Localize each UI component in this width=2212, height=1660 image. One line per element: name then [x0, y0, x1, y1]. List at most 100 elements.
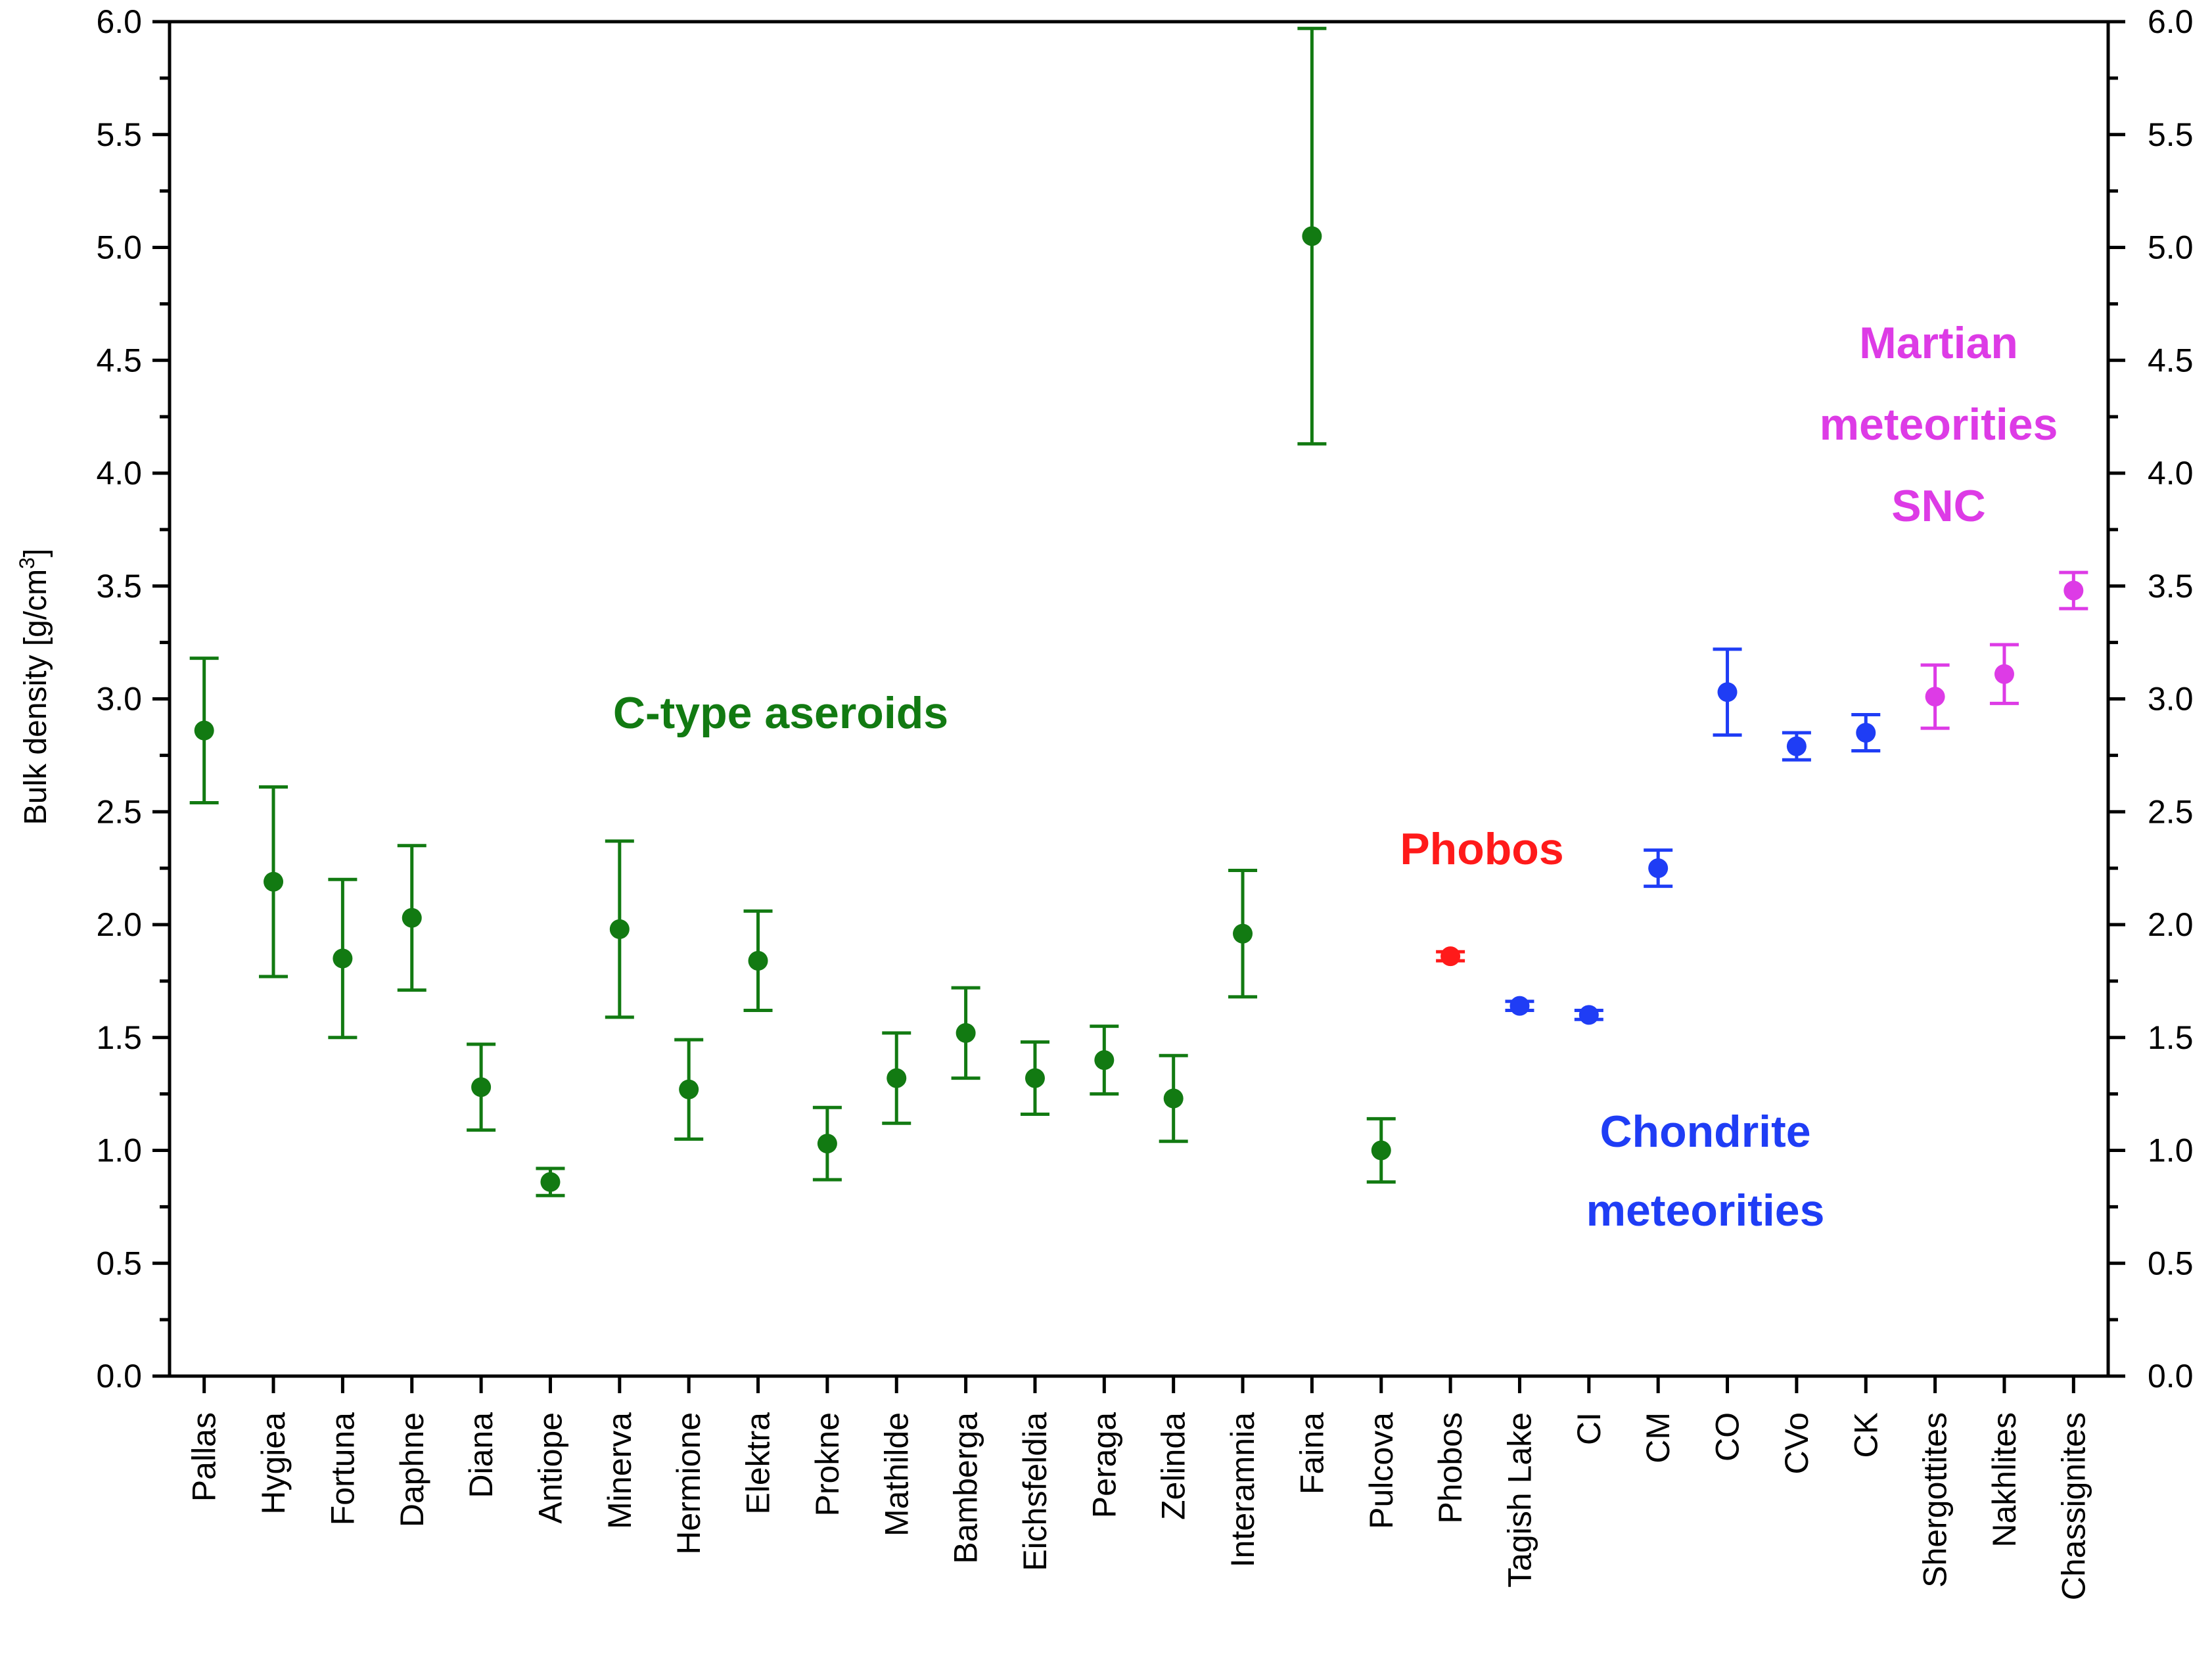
data-point: [679, 1079, 699, 1099]
data-point: [609, 919, 630, 939]
x-tick-label: Elektra: [740, 1412, 777, 1515]
y-axis-title-close: ]: [18, 549, 53, 557]
y-tick-label-right: 1.5: [2148, 1019, 2194, 1056]
data-point: [1925, 687, 1945, 707]
annotation-line: Martian: [1859, 318, 2018, 368]
x-tick-label: Hermione: [670, 1412, 707, 1555]
x-tick-label: Tagish Lake: [1501, 1412, 1538, 1588]
annotation-c-type: C-type aseroids: [613, 688, 948, 738]
y-axis-title: Bulk density [g/cm3]: [15, 549, 53, 825]
data-point: [956, 1023, 976, 1043]
data-point: [194, 720, 214, 741]
data-point: [471, 1077, 492, 1097]
y-tick-label-right: 4.0: [2148, 455, 2194, 492]
y-tick-label-left: 3.0: [96, 681, 142, 718]
y-tick-label-right: 0.0: [2148, 1358, 2194, 1395]
x-tick-label: Interamnia: [1224, 1412, 1261, 1567]
y-tick-label-right: 4.5: [2148, 342, 2194, 379]
annotation-line: SNC: [1891, 481, 1986, 531]
data-point: [1578, 1005, 1599, 1025]
data-point: [1025, 1068, 1045, 1088]
x-tick-label: Zelinda: [1155, 1412, 1192, 1520]
y-tick-label-right: 1.0: [2148, 1132, 2194, 1169]
data-point: [264, 871, 284, 892]
x-tick-label: Pulcova: [1363, 1412, 1400, 1529]
data-point: [1371, 1140, 1391, 1161]
data-point: [1509, 996, 1530, 1016]
y-axis-title-text: Bulk density [g/cm: [18, 569, 53, 825]
x-tick-label: Mathilde: [878, 1412, 915, 1536]
data-point: [1302, 226, 1322, 246]
annotation-line: Chondrite: [1600, 1107, 1810, 1157]
x-tick-label: Shergottites: [1917, 1412, 1954, 1588]
y-tick-label-right: 0.5: [2148, 1245, 2194, 1281]
x-tick-label: Eichsfeldia: [1017, 1412, 1053, 1571]
y-tick-label-left: 2.0: [96, 906, 142, 943]
x-tick-label: Faina: [1293, 1412, 1330, 1494]
y-tick-label-left: 0.0: [96, 1358, 142, 1395]
y-tick-label-left: 1.0: [96, 1132, 142, 1169]
x-tick-label: Bamberga: [948, 1412, 984, 1564]
x-tick-label: CVo: [1778, 1412, 1815, 1475]
data-point: [1856, 723, 1876, 743]
data-point: [1163, 1088, 1184, 1109]
y-tick-label-left: 0.5: [96, 1245, 142, 1281]
x-tick-label: Diana: [463, 1412, 499, 1498]
data-point: [1648, 858, 1669, 879]
y-axis-title-superscript: 3: [15, 557, 39, 569]
data-point: [402, 908, 422, 928]
data-point: [1717, 682, 1738, 703]
annotation-martian: Martian meteorities SNC: [1820, 318, 2058, 531]
y-tick-label-right: 6.0: [2148, 3, 2194, 40]
data-points: [189, 26, 2088, 1197]
y-tick-label-left: 5.5: [96, 116, 142, 153]
x-tick-label: Daphne: [394, 1412, 430, 1527]
annotation-line: Phobos: [1400, 824, 1563, 874]
x-tick-label: CM: [1640, 1412, 1676, 1464]
annotation-chondrite: Chondrite meteorities: [1586, 1107, 1825, 1235]
x-tick-label: CI: [1571, 1412, 1607, 1445]
x-tick-label: Fortuna: [324, 1412, 361, 1526]
y-tick-label-left: 1.5: [96, 1019, 142, 1056]
y-tick-label-left: 5.0: [96, 229, 142, 266]
data-point: [1094, 1050, 1115, 1071]
y-tick-label-left: 4.0: [96, 455, 142, 492]
x-tick-label: Antiope: [532, 1412, 568, 1524]
x-tick-label: Hygiea: [255, 1412, 292, 1515]
y-tick-label-left: 6.0: [96, 3, 142, 40]
data-point: [748, 950, 768, 971]
x-tick-label: CK: [1847, 1412, 1884, 1458]
axes: 0.0 0.0 0.5 0.5 1.0 1.0 1.5 1.5 2.0 2.0 2.5 2.5 3.0 3…: [96, 3, 2193, 1600]
annotations: C-type aseroids Phobos Chondrite meteoritie…: [613, 318, 2058, 1235]
data-point: [1440, 946, 1461, 967]
y-tick-label-left: 3.5: [96, 568, 142, 605]
data-point: [1233, 923, 1253, 944]
annotation-line: meteorities: [1586, 1186, 1825, 1235]
data-point: [333, 948, 353, 969]
annotation-line: meteorities: [1820, 400, 2058, 450]
data-point: [2063, 580, 2084, 601]
x-tick-label: Minerva: [601, 1412, 638, 1529]
data-point: [540, 1172, 561, 1192]
x-tick-label: Pallas: [186, 1412, 223, 1502]
data-point: [887, 1068, 907, 1088]
y-tick-label-left: 4.5: [96, 342, 142, 379]
y-tick-label-right: 5.0: [2148, 229, 2194, 266]
x-tick-label: Phobos: [1432, 1412, 1469, 1524]
y-tick-label-right: 3.0: [2148, 681, 2194, 718]
x-tick-label: Nakhlites: [1986, 1412, 2023, 1548]
data-point: [817, 1134, 837, 1154]
annotation-line: C-type aseroids: [613, 688, 948, 738]
x-tick-label: CO: [1709, 1412, 1746, 1462]
y-tick-label-right: 2.5: [2148, 793, 2194, 830]
data-point: [1994, 664, 2014, 684]
x-tick-label: Prokne: [809, 1412, 846, 1516]
annotation-phobos: Phobos: [1400, 824, 1563, 874]
y-tick-label-left: 2.5: [96, 793, 142, 830]
y-tick-label-right: 5.5: [2148, 116, 2194, 153]
plot-frame: [168, 20, 2110, 1378]
x-tick-label: Chassignites: [2055, 1412, 2092, 1600]
y-tick-label-right: 2.0: [2148, 906, 2194, 943]
x-tick-label: Peraga: [1086, 1412, 1122, 1518]
